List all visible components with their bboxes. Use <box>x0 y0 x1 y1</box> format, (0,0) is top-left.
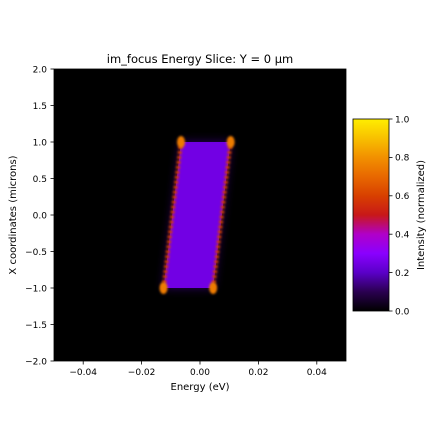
x-tick-label: 0.02 <box>248 368 268 378</box>
colorbar-tick-label: 0.8 <box>395 154 410 164</box>
y-axis-label: X coordinates (microns) <box>8 155 19 274</box>
colorbar-axis: 0.0 0.2 0.4 0.6 0.8 1.0 <box>389 115 410 317</box>
y-tick-label: −1.5 <box>25 321 47 331</box>
colorbar-tick-label: 0.6 <box>395 192 410 202</box>
y-tick-label: 0.0 <box>33 211 48 221</box>
y-tick-label: 1.0 <box>33 138 48 148</box>
x-tick-label: 0.00 <box>190 368 210 378</box>
chart-title: im_focus Energy Slice: Y = 0 µm <box>107 52 294 66</box>
intensity-corner <box>177 136 186 148</box>
x-axis: −0.04 −0.02 0.00 0.02 0.04 <box>69 361 327 378</box>
x-axis-label: Energy (eV) <box>171 382 230 393</box>
intensity-edge <box>211 141 233 289</box>
colorbar-tick-label: 0.0 <box>395 307 410 317</box>
colorbar-tick-label: 1.0 <box>395 115 410 125</box>
y-axis: 2.0 1.5 1.0 0.5 0.0 −0.5 −1.0 −1.5 −2.0 <box>25 65 54 367</box>
intensity-edge <box>161 141 184 289</box>
colorbar <box>352 118 390 312</box>
colorbar-tick-label: 0.4 <box>395 231 410 241</box>
y-tick-label: −0.5 <box>25 248 47 258</box>
intensity-corner <box>159 282 168 294</box>
y-tick-label: 1.5 <box>33 102 47 112</box>
y-tick-label: 0.5 <box>33 175 47 185</box>
intensity-body <box>163 142 231 288</box>
colorbar-label: Intensity (normalized) <box>416 160 427 270</box>
y-tick-label: 2.0 <box>33 65 48 75</box>
y-tick-label: −2.0 <box>25 357 47 367</box>
x-tick-label: 0.04 <box>307 368 327 378</box>
intensity-corner <box>209 282 218 294</box>
y-tick-label: −1.0 <box>25 284 47 294</box>
intensity-corner <box>226 136 235 148</box>
heatmap-image <box>159 136 235 294</box>
x-tick-label: −0.02 <box>128 368 156 378</box>
x-tick-label: −0.04 <box>69 368 97 378</box>
colorbar-tick-label: 0.2 <box>395 269 409 279</box>
